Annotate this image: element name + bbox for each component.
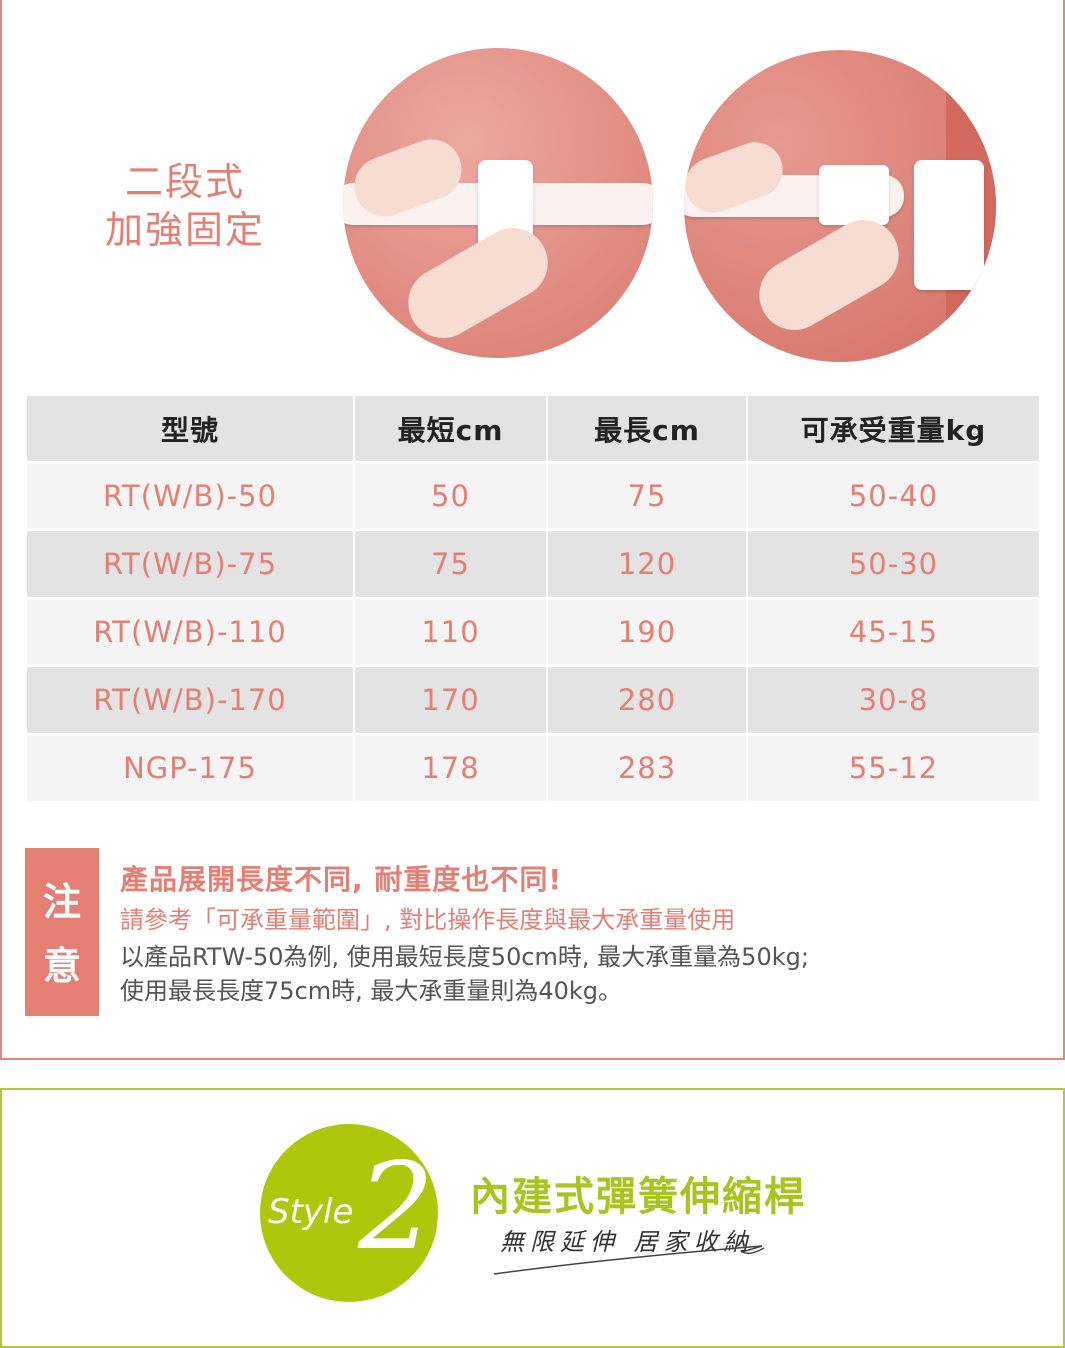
cell-min-length: 178 xyxy=(355,733,546,801)
note-subheading: 請參考「可承重量範圍」, 對比操作長度與最大承重量使用 xyxy=(120,906,736,934)
header-max-length: 最長cm xyxy=(548,396,746,461)
note-tag-char-2: 意 xyxy=(42,944,81,988)
cell-min-length: 50 xyxy=(355,461,546,529)
note-tag-char-1: 注 xyxy=(42,880,81,924)
cell-max-length: 280 xyxy=(548,665,746,733)
table-row: RT(W/B)-170 170 280 30-8 xyxy=(27,665,1039,733)
product-photo-wall-mount xyxy=(684,50,996,362)
handwritten-underline xyxy=(493,1245,765,1275)
header-load: 可承受重量kg xyxy=(748,396,1039,461)
section-frame-1 xyxy=(0,0,1065,1060)
note-body-line-1: 以產品RTW-50為例, 使用最短長度50cm時, 最大承重量為50kg; xyxy=(120,943,809,971)
note-heading: 產品展開長度不同, 耐重度也不同! xyxy=(120,863,563,896)
note-body-line-2: 使用最長長度75cm時, 最大承重量則為40kg。 xyxy=(120,977,623,1005)
cell-max-length: 283 xyxy=(548,733,746,801)
cell-model: RT(W/B)-170 xyxy=(27,665,353,733)
table-header-row: 型號 最短cm 最長cm 可承受重量kg xyxy=(27,396,1039,461)
cell-load: 30-8 xyxy=(748,665,1039,733)
headline-line-1: 二段式 xyxy=(124,160,245,204)
cell-max-length: 190 xyxy=(548,597,746,665)
cell-min-length: 170 xyxy=(355,665,546,733)
feature-headline: 二段式 加強固定 xyxy=(80,158,290,254)
cell-model: RT(W/B)-110 xyxy=(27,597,353,665)
spec-table: 型號 最短cm 最長cm 可承受重量kg RT(W/B)-50 50 75 50-40… xyxy=(25,396,1041,801)
cell-load: 50-40 xyxy=(748,461,1039,529)
cell-min-length: 110 xyxy=(355,597,546,665)
cell-model: RT(W/B)-50 xyxy=(27,461,353,529)
badge-text: Style xyxy=(268,1192,354,1232)
cell-load: 45-15 xyxy=(748,597,1039,665)
cell-load: 50-30 xyxy=(748,529,1039,597)
header-min-length: 最短cm xyxy=(355,396,546,461)
cell-load: 55-12 xyxy=(748,733,1039,801)
cell-min-length: 75 xyxy=(355,529,546,597)
table-row: RT(W/B)-50 50 75 50-40 xyxy=(27,461,1039,529)
cell-max-length: 75 xyxy=(548,461,746,529)
table-row: NGP-175 178 283 55-12 xyxy=(27,733,1039,801)
style-badge: Style 2 xyxy=(260,1124,438,1302)
table-row: RT(W/B)-75 75 120 50-30 xyxy=(27,529,1039,597)
cell-max-length: 120 xyxy=(548,529,746,597)
note-tag: 注 意 xyxy=(25,848,99,1016)
note-body: 以產品RTW-50為例, 使用最短長度50cm時, 最大承重量為50kg; 使用… xyxy=(120,940,809,1008)
headline-line-2: 加強固定 xyxy=(104,208,265,252)
badge-number: 2 xyxy=(358,1138,435,1277)
header-model: 型號 xyxy=(27,396,353,461)
product-photo-lock-knob xyxy=(343,48,653,358)
section2-title: 內建式彈簧伸縮桿 xyxy=(470,1174,806,1220)
cell-model: RT(W/B)-75 xyxy=(27,529,353,597)
table-row: RT(W/B)-110 110 190 45-15 xyxy=(27,597,1039,665)
cell-model: NGP-175 xyxy=(27,733,353,801)
